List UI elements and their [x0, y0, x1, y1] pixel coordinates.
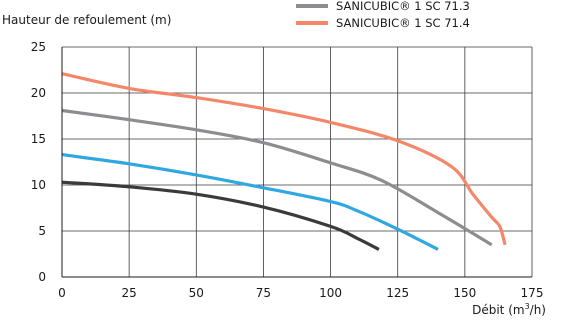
y-tick-labels: 0 5 10 15 20 25 — [31, 40, 46, 284]
series-layer — [61, 72, 507, 251]
y-tick-label: 15 — [31, 132, 46, 146]
series-line-1 — [61, 108, 493, 247]
x-tick-label: 125 — [386, 286, 409, 300]
series-line-4 — [61, 180, 380, 251]
legend-label-2: SANICUBIC® 1 SC 71.4 — [336, 16, 470, 30]
y-tick-label: 25 — [31, 40, 46, 54]
axes — [61, 47, 532, 278]
y-axis-label: Hauteur de refoulement (m) — [2, 13, 171, 27]
x-tick-label: 150 — [453, 286, 476, 300]
x-tick-label: 175 — [521, 286, 544, 300]
y-tick-label: 20 — [31, 86, 46, 100]
y-tick-label: 0 — [38, 270, 46, 284]
x-axis-label: Débit (m3/h) — [472, 302, 546, 317]
x-tick-label: 100 — [319, 286, 342, 300]
x-tick-label: 0 — [58, 286, 66, 300]
x-tick-label: 50 — [189, 286, 204, 300]
y-tick-label: 5 — [38, 224, 46, 238]
grid — [62, 46, 533, 277]
legend: SANICUBIC® 1 SC 71.3 SANICUBIC® 1 SC 71.4 — [296, 0, 470, 30]
x-tick-labels: 0 25 50 75 100 125 150 175 — [58, 286, 543, 300]
y-tick-label: 10 — [31, 178, 46, 192]
series-line-2 — [61, 72, 507, 246]
x-tick-label: 75 — [256, 286, 271, 300]
legend-label-1: SANICUBIC® 1 SC 71.3 — [336, 0, 470, 13]
series-line-3 — [61, 153, 439, 251]
x-tick-label: 25 — [122, 286, 137, 300]
